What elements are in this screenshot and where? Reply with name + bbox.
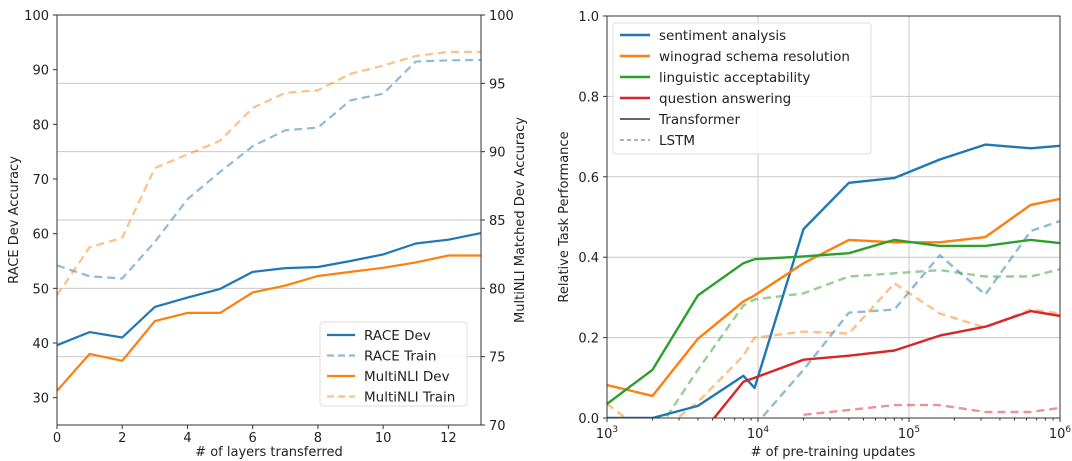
legend-label: RACE Dev: [364, 328, 431, 344]
x-tick-label: 12: [440, 431, 457, 446]
legend-label: RACE Train: [364, 349, 436, 365]
legend-label: MultiNLI Train: [364, 390, 455, 406]
y-right-tick-label: 70: [489, 419, 506, 434]
left-x-axis-label: # of layers transferred: [195, 445, 343, 460]
y-right-tick-label: 85: [489, 214, 506, 229]
y-right-tick-label: 100: [489, 9, 514, 24]
left-grid: [57, 82, 481, 358]
left-legend: RACE Dev RACE Train MultiNLI Dev MultiNLI T…: [319, 321, 468, 407]
right-chart: 103 104 105 106 0.0 0.2 0.4 0.6 0.8 1.0 # of pre…: [557, 10, 1071, 460]
x-tick-label: 0: [53, 431, 61, 446]
y-right-tick-label: 75: [489, 351, 506, 366]
series-line-multinli-train: [56, 50, 481, 296]
series-line-lstm-winograd-schema-resolution: [607, 282, 1060, 418]
y-tick-label: 0.6: [578, 171, 599, 186]
left-x-ticks: 0 2 4 6 8 10 12: [53, 425, 457, 446]
series-line-multinli-dev: [56, 254, 481, 392]
y-tick-label: 60: [32, 228, 49, 243]
y-tick-label: 40: [32, 337, 49, 352]
left-y-ticks: 30 40 50 60 70 80 90 100: [24, 9, 57, 407]
y-tick-label: 0.8: [578, 90, 599, 105]
x-tick-label: 2: [118, 431, 126, 446]
right-x-ticks: 103 104 105 106: [596, 418, 1072, 442]
legend-label: MultiNLI Dev: [364, 369, 450, 385]
legend-label: linguistic acceptability: [659, 70, 810, 86]
y-right-tick-label: 90: [489, 146, 506, 161]
right-legend: sentiment analysis winograd schema resolu…: [612, 22, 872, 155]
x-tick-label: 106: [1049, 425, 1072, 442]
right-plot-frame: [606, 15, 1061, 419]
legend-label: question answering: [659, 91, 791, 107]
right-y-ticks: 0.0 0.2 0.4 0.6 0.8 1.0: [578, 10, 607, 427]
y-tick-label: 80: [32, 118, 49, 133]
series-line-lstm-question-answering: [803, 403, 1060, 416]
series-line-transformer-linguistic-acceptability: [607, 238, 1060, 405]
legend-label: LSTM: [659, 133, 695, 149]
series-line-race-train: [56, 58, 482, 280]
y-tick-label: 0.0: [578, 412, 599, 427]
y-right-tick-label: 95: [489, 77, 506, 92]
series-line-lstm-sentiment-analysis: [759, 219, 1060, 418]
x-tick-label: 6: [249, 431, 257, 446]
right-grid: [607, 16, 1060, 418]
series-line-transformer-sentiment-analysis: [607, 143, 1060, 418]
legend-label: Transformer: [658, 112, 740, 128]
y-tick-label: 0.4: [578, 251, 599, 266]
right-x-axis-label: # of pre-training updates: [751, 445, 916, 460]
y-tick-label: 0.2: [578, 332, 599, 347]
x-tick-label: 4: [183, 431, 191, 446]
left-chart: 0 2 4 6 8 10 12 30 40 50 60 70 80 90 100 70 75 80 85 90 95…: [7, 9, 528, 460]
x-tick-label: 103: [596, 425, 618, 442]
right-series: [607, 143, 1060, 418]
y-tick-label: 1.0: [578, 10, 599, 25]
y-tick-label: 30: [32, 392, 49, 407]
left-y-right-ticks: 70 75 80 85 90 95 100: [481, 9, 514, 434]
series-line-transformer-question-answering: [712, 309, 1060, 418]
x-tick-label: 105: [898, 425, 920, 442]
y-right-tick-label: 80: [489, 282, 506, 297]
series-line-race-dev: [56, 232, 482, 347]
legend-label: sentiment analysis: [659, 28, 786, 44]
x-tick-label: 8: [314, 431, 322, 446]
legend-label: winograd schema resolution: [659, 49, 850, 65]
x-tick-label: 104: [747, 425, 770, 442]
y-tick-label: 50: [32, 282, 49, 297]
x-tick-label: 10: [375, 431, 392, 446]
left-y-right-axis-label: MultiNLI Matched Dev Accuracy: [513, 117, 528, 323]
y-tick-label: 100: [24, 9, 49, 24]
y-tick-label: 90: [32, 64, 49, 79]
series-line-transformer-winograd-schema-resolution: [607, 197, 1060, 398]
right-y-axis-label: Relative Task Performance: [557, 131, 572, 302]
series-line-lstm-linguistic-acceptability: [664, 268, 1060, 418]
left-y-axis-label: RACE Dev Accuracy: [7, 156, 22, 284]
left-series: [56, 50, 482, 392]
y-tick-label: 70: [32, 173, 49, 188]
